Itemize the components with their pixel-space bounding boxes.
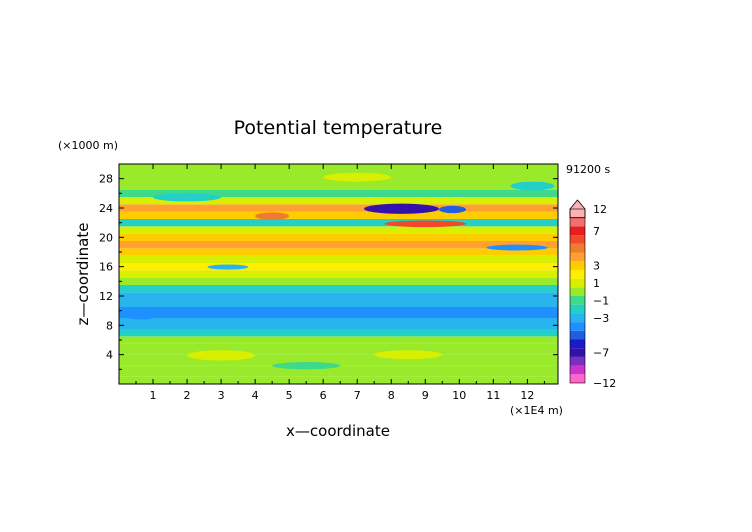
- heatmap-layer: [119, 197, 558, 205]
- colorbar-swatch: [570, 374, 585, 383]
- heatmap-layer: [119, 255, 558, 263]
- heatmap-layer: [119, 365, 558, 377]
- colorbar: 12 7 3 1 −1 −3 −7 −12: [569, 199, 616, 390]
- y-axis-label: z—coordinate: [74, 223, 92, 326]
- heatmap-layer: [119, 318, 558, 329]
- y-tick-label: 20: [99, 231, 113, 244]
- heatmap-layer: [119, 226, 558, 234]
- colorbar-swatch: [570, 278, 585, 288]
- x-tick-label: 4: [252, 389, 259, 402]
- heatmap-anomaly: [255, 212, 290, 220]
- heatmap-anomaly: [207, 264, 249, 270]
- y-tick-label: 16: [99, 261, 113, 274]
- colorbar-label: 7: [593, 225, 600, 238]
- colorbar-swatch: [570, 252, 585, 262]
- x-tick-label: 3: [218, 389, 225, 402]
- heatmap-layer: [119, 343, 558, 355]
- colorbar-swatch: [570, 243, 585, 253]
- x-unit-label: (×1E4 m): [510, 404, 563, 417]
- colorbar-swatch: [570, 296, 585, 305]
- colorbar-swatch: [570, 287, 585, 296]
- plot-frame: [118, 163, 559, 385]
- heatmap-anomaly: [374, 350, 443, 360]
- colorbar-swatch: [570, 330, 585, 340]
- colorbar-swatch: [570, 261, 585, 270]
- x-tick-label: 5: [286, 389, 293, 402]
- colorbar-label: 1: [593, 277, 600, 290]
- heatmap-layer: [119, 336, 558, 344]
- heatmap-layer: [119, 329, 558, 337]
- x-tick-label: 11: [486, 389, 500, 402]
- colorbar-swatch: [570, 348, 585, 357]
- y-tick-label: 28: [99, 173, 113, 186]
- heatmap-anomaly: [122, 310, 160, 320]
- colorbar-swatch: [570, 322, 585, 331]
- colorbar-label: −12: [593, 377, 616, 390]
- heatmap-anomaly: [153, 193, 222, 202]
- colorbar-swatch: [570, 365, 585, 375]
- chart-title: Potential temperature: [234, 117, 443, 139]
- heatmap-layer: [119, 307, 558, 318]
- x-tick-label: 9: [422, 389, 429, 402]
- y-axis: 4 8 12 16 20 24 28: [99, 173, 558, 370]
- colorbar-swatch: [570, 356, 585, 366]
- heatmap-layer: [119, 248, 558, 256]
- y-tick-label: 24: [99, 202, 113, 215]
- heatmap-layer: [119, 376, 558, 384]
- x-tick-label: 2: [184, 389, 191, 402]
- heatmap-layer: [119, 219, 558, 227]
- x-tick-label: 1: [150, 389, 157, 402]
- heatmap-anomaly: [384, 220, 467, 228]
- colorbar-swatch: [570, 313, 585, 323]
- colorbar-swatch: [570, 235, 585, 244]
- x-tick-label: 7: [354, 389, 361, 402]
- heatmap-anomaly: [272, 362, 341, 370]
- colorbar-swatch: [570, 304, 585, 314]
- heatmap-layer: [119, 270, 558, 278]
- x-tick-label: 12: [520, 389, 534, 402]
- x-tick-label: 6: [320, 389, 327, 402]
- heatmap-anomaly: [486, 244, 548, 251]
- y-tick-label: 12: [99, 290, 113, 303]
- heatmap-layer: [119, 277, 558, 285]
- colorbar-swatch: [570, 217, 585, 227]
- colorbar-label: −7: [593, 347, 609, 360]
- heatmap-field: [119, 164, 558, 384]
- time-label: 91200 s: [566, 163, 610, 176]
- heatmap-anomaly: [364, 203, 439, 214]
- x-axis: 1 2 3 4 5 6 7 8 9 10 11 12: [135, 164, 545, 402]
- heatmap-layer: [119, 233, 558, 241]
- colorbar-swatch: [570, 226, 585, 236]
- x-axis-label: x—coordinate: [286, 422, 390, 440]
- colorbar-label: 12: [593, 203, 607, 216]
- x-tick-label: 10: [452, 389, 466, 402]
- heatmap-anomaly: [438, 205, 467, 214]
- heatmap-layer: [119, 204, 558, 212]
- x-tick-label: 8: [388, 389, 395, 402]
- heatmap-layer: [119, 285, 558, 293]
- y-tick-label: 8: [106, 319, 113, 332]
- heatmap-layer: [119, 354, 558, 366]
- heatmap-anomaly: [187, 350, 256, 361]
- heatmap-layer: [119, 189, 558, 197]
- colorbar-swatch: [570, 339, 585, 349]
- heatmap-anomaly: [510, 181, 555, 191]
- colorbar-label: −3: [593, 312, 609, 325]
- colorbar-swatch: [570, 269, 585, 279]
- heatmap-layer: [119, 292, 558, 307]
- heatmap-layer: [119, 211, 558, 219]
- colorbar-label: 3: [593, 260, 600, 273]
- colorbar-label: −1: [593, 294, 609, 307]
- y-tick-label: 4: [106, 349, 113, 362]
- heatmap-layer: [119, 263, 558, 271]
- heatmap-anomaly: [323, 172, 392, 182]
- heatmap-anomaly: [500, 309, 555, 318]
- y-unit-label: (×1000 m): [58, 139, 118, 152]
- heatmap-layer: [119, 241, 558, 249]
- colorbar-frame: [569, 208, 586, 384]
